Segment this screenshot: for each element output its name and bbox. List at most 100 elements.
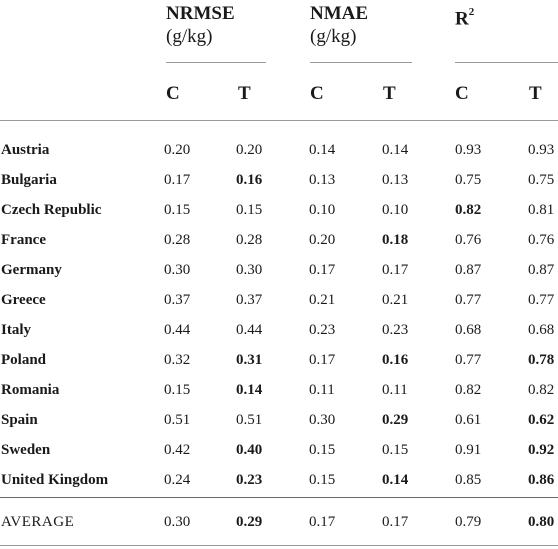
rule-nrmse bbox=[166, 62, 266, 63]
cell-nmae-t: 0.14 bbox=[382, 472, 409, 488]
cell-nmae-c: 0.13 bbox=[309, 172, 336, 188]
table-row: Greece 0.37 0.37 0.21 0.21 0.77 0.77 bbox=[0, 285, 558, 315]
cell-nrmse-c: 0.30 bbox=[164, 262, 191, 278]
table-row: Spain 0.51 0.51 0.30 0.29 0.61 0.62 bbox=[0, 405, 558, 435]
cell-r2-c: 0.87 bbox=[455, 262, 482, 278]
table-row: Austria 0.20 0.20 0.14 0.14 0.93 0.93 bbox=[0, 135, 558, 165]
cell-nmae-c: 0.15 bbox=[309, 472, 336, 488]
bottom-divider bbox=[0, 545, 558, 546]
avg-r2-c: 0.79 bbox=[455, 514, 482, 530]
cell-r2-c: 0.76 bbox=[455, 232, 482, 248]
cell-nrmse-t: 0.40 bbox=[236, 442, 263, 458]
cell-nrmse-t: 0.30 bbox=[236, 262, 263, 278]
cell-nrmse-t: 0.51 bbox=[236, 412, 263, 428]
row-label: France bbox=[1, 232, 46, 248]
cell-r2-t: 0.82 bbox=[528, 382, 555, 398]
table-row: Italy 0.44 0.44 0.23 0.23 0.68 0.68 bbox=[0, 315, 558, 345]
row-label: Italy bbox=[1, 322, 31, 338]
header-r2-label: R bbox=[455, 8, 469, 30]
cell-r2-t: 0.87 bbox=[528, 262, 555, 278]
header-nmae: NMAE bbox=[310, 3, 369, 24]
cell-nrmse-c: 0.42 bbox=[164, 442, 191, 458]
cell-r2-t: 0.75 bbox=[528, 172, 555, 188]
cell-nrmse-t: 0.16 bbox=[236, 172, 263, 188]
cell-r2-t: 0.68 bbox=[528, 322, 555, 338]
cell-nmae-c: 0.11 bbox=[309, 382, 335, 398]
cell-nmae-t: 0.29 bbox=[382, 412, 409, 428]
cell-nmae-t: 0.16 bbox=[382, 352, 409, 368]
cell-nrmse-t: 0.20 bbox=[236, 142, 263, 158]
cell-r2-t: 0.81 bbox=[528, 202, 555, 218]
avg-nmae-t: 0.17 bbox=[382, 514, 409, 530]
cell-nrmse-t: 0.28 bbox=[236, 232, 263, 248]
cell-nrmse-c: 0.15 bbox=[164, 202, 191, 218]
cell-nrmse-c: 0.32 bbox=[164, 352, 191, 368]
row-label: Germany bbox=[1, 262, 62, 278]
cell-nrmse-t: 0.23 bbox=[236, 472, 263, 488]
cell-r2-c: 0.82 bbox=[455, 202, 482, 218]
table-row: Poland 0.32 0.31 0.17 0.16 0.77 0.78 bbox=[0, 345, 558, 375]
cell-nmae-t: 0.15 bbox=[382, 442, 409, 458]
average-label: AVERAGE bbox=[1, 514, 75, 530]
row-label: Czech Republic bbox=[1, 202, 102, 218]
header-r2: R2 bbox=[455, 3, 474, 30]
cell-nmae-t: 0.11 bbox=[382, 382, 408, 398]
cell-nmae-c: 0.23 bbox=[309, 322, 336, 338]
average-row: AVERAGE 0.30 0.29 0.17 0.17 0.79 0.80 bbox=[0, 507, 558, 537]
cell-nmae-c: 0.10 bbox=[309, 202, 336, 218]
subheader-nmae-t: T bbox=[383, 83, 396, 104]
cell-nmae-c: 0.14 bbox=[309, 142, 336, 158]
cell-nrmse-c: 0.37 bbox=[164, 292, 191, 308]
cell-r2-c: 0.75 bbox=[455, 172, 482, 188]
cell-nrmse-c: 0.44 bbox=[164, 322, 191, 338]
cell-nrmse-c: 0.28 bbox=[164, 232, 191, 248]
cell-nmae-t: 0.23 bbox=[382, 322, 409, 338]
cell-nmae-c: 0.20 bbox=[309, 232, 336, 248]
cell-nrmse-c: 0.24 bbox=[164, 472, 191, 488]
cell-nrmse-t: 0.31 bbox=[236, 352, 263, 368]
cell-nmae-c: 0.30 bbox=[309, 412, 336, 428]
cell-nmae-t: 0.18 bbox=[382, 232, 409, 248]
cell-nmae-c: 0.21 bbox=[309, 292, 336, 308]
subheader-r2-c: C bbox=[455, 83, 469, 104]
cell-r2-c: 0.61 bbox=[455, 412, 482, 428]
table-row: Czech Republic 0.15 0.15 0.10 0.10 0.82 … bbox=[0, 195, 558, 225]
table-row: Romania 0.15 0.14 0.11 0.11 0.82 0.82 bbox=[0, 375, 558, 405]
header-nrmse: NRMSE bbox=[166, 3, 235, 24]
cell-nrmse-c: 0.15 bbox=[164, 382, 191, 398]
header-nmae-unit: (g/kg) bbox=[310, 26, 357, 47]
cell-r2-c: 0.91 bbox=[455, 442, 482, 458]
cell-r2-t: 0.86 bbox=[528, 472, 555, 488]
avg-nrmse-c: 0.30 bbox=[164, 514, 191, 530]
row-label: Sweden bbox=[1, 442, 51, 458]
subheader-r2-t: T bbox=[529, 83, 542, 104]
subheader-nmae-c: C bbox=[310, 83, 324, 104]
cell-r2-c: 0.82 bbox=[455, 382, 482, 398]
cell-nmae-t: 0.14 bbox=[382, 142, 409, 158]
cell-nrmse-t: 0.37 bbox=[236, 292, 263, 308]
header-divider bbox=[0, 120, 558, 121]
cell-nrmse-c: 0.17 bbox=[164, 172, 191, 188]
cell-nmae-t: 0.10 bbox=[382, 202, 409, 218]
cell-r2-c: 0.68 bbox=[455, 322, 482, 338]
cell-nrmse-t: 0.44 bbox=[236, 322, 263, 338]
cell-nmae-t: 0.13 bbox=[382, 172, 409, 188]
avg-r2-t: 0.80 bbox=[528, 514, 555, 530]
cell-nmae-c: 0.15 bbox=[309, 442, 336, 458]
average-divider bbox=[0, 497, 558, 498]
avg-nrmse-t: 0.29 bbox=[236, 514, 263, 530]
row-label: Spain bbox=[1, 412, 38, 428]
cell-r2-t: 0.93 bbox=[528, 142, 555, 158]
subheader-nrmse-c: C bbox=[166, 83, 180, 104]
cell-nrmse-c: 0.20 bbox=[164, 142, 191, 158]
row-label: United Kingdom bbox=[1, 472, 109, 488]
cell-nrmse-t: 0.14 bbox=[236, 382, 263, 398]
avg-nmae-c: 0.17 bbox=[309, 514, 336, 530]
header-r2-sup: 2 bbox=[468, 6, 475, 18]
table-row: Sweden 0.42 0.40 0.15 0.15 0.91 0.92 bbox=[0, 435, 558, 465]
rule-nmae bbox=[310, 62, 412, 63]
table-row: United Kingdom 0.24 0.23 0.15 0.14 0.85 … bbox=[0, 465, 558, 495]
table-row: France 0.28 0.28 0.20 0.18 0.76 0.76 bbox=[0, 225, 558, 255]
cell-nmae-t: 0.21 bbox=[382, 292, 409, 308]
